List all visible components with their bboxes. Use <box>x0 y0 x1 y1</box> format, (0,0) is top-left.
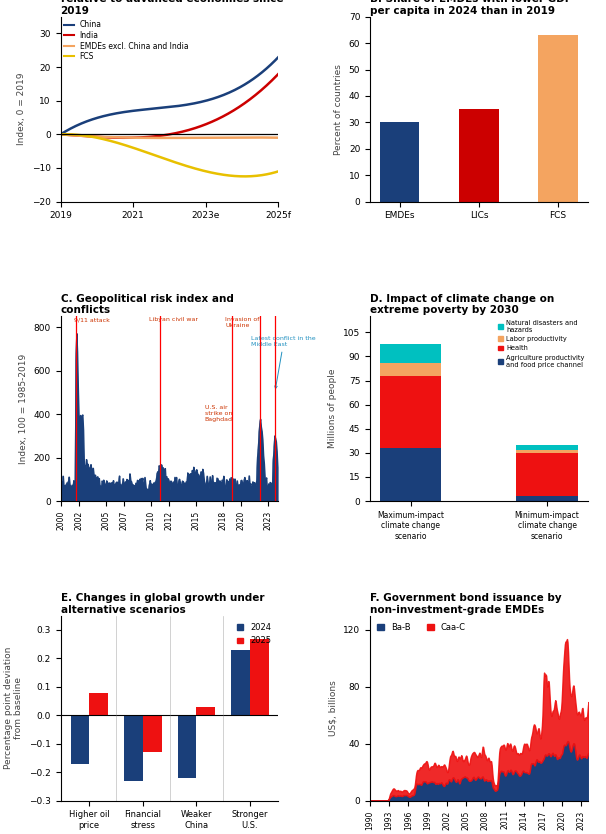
Text: E. Changes in global growth under
alternative scenarios: E. Changes in global growth under altern… <box>61 593 264 615</box>
Bar <box>178 716 196 778</box>
Y-axis label: Index, 0 = 2019: Index, 0 = 2019 <box>18 73 26 145</box>
Bar <box>459 109 499 202</box>
Text: Libyan civil war: Libyan civil war <box>149 317 198 322</box>
Y-axis label: Percentage point deviation
from baseline: Percentage point deviation from baseline <box>4 647 24 770</box>
Bar <box>538 35 578 202</box>
Bar <box>250 639 268 716</box>
Bar <box>516 496 578 501</box>
Bar <box>124 716 143 781</box>
Bar <box>516 450 578 453</box>
Bar <box>231 650 250 716</box>
Text: 9/11 attack: 9/11 attack <box>74 317 110 322</box>
Legend: China, India, EMDEs excl. China and India, FCS: China, India, EMDEs excl. China and Indi… <box>64 21 188 61</box>
Text: B. Share of EMDEs with lower GDP
per capita in 2024 than in 2019: B. Share of EMDEs with lower GDP per cap… <box>370 0 572 16</box>
Bar <box>70 716 89 764</box>
Bar <box>516 445 578 450</box>
Y-axis label: Index, 100 = 1985-2019: Index, 100 = 1985-2019 <box>19 354 28 464</box>
Y-axis label: US$, billions: US$, billions <box>328 681 338 736</box>
Text: F. Government bond issuance by
non-investment-grade EMDEs: F. Government bond issuance by non-inves… <box>370 593 562 615</box>
Text: D. Impact of climate change on
extreme poverty by 2030: D. Impact of climate change on extreme p… <box>370 294 554 315</box>
Legend: Natural disasters and
hazards, Labor productivity, Health, Agriculture productiv: Natural disasters and hazards, Labor pro… <box>498 319 584 368</box>
Bar <box>380 363 441 375</box>
Y-axis label: Percent of countries: Percent of countries <box>334 63 343 154</box>
Bar <box>196 706 215 716</box>
Bar <box>143 716 162 752</box>
Y-axis label: Millions of people: Millions of people <box>328 369 338 449</box>
Bar <box>516 453 578 496</box>
Text: C. Geopolitical risk index and
conflicts: C. Geopolitical risk index and conflicts <box>61 294 233 315</box>
Bar <box>380 123 419 202</box>
Bar <box>380 375 441 448</box>
Text: U.S. air
strike on
Baghdad: U.S. air strike on Baghdad <box>205 405 233 422</box>
Legend: Ba-B, Caa-C: Ba-B, Caa-C <box>374 620 469 636</box>
Text: Invasion of
Ukraine: Invasion of Ukraine <box>225 317 260 328</box>
Legend: 2024, 2025: 2024, 2025 <box>233 620 275 649</box>
Bar <box>89 692 108 716</box>
Bar <box>380 448 441 501</box>
Text: A. Change in per capita income
relative to advanced economies since
2019: A. Change in per capita income relative … <box>61 0 283 16</box>
Bar <box>380 344 441 363</box>
Text: Latest conflict in the
Middle East: Latest conflict in the Middle East <box>251 336 316 389</box>
